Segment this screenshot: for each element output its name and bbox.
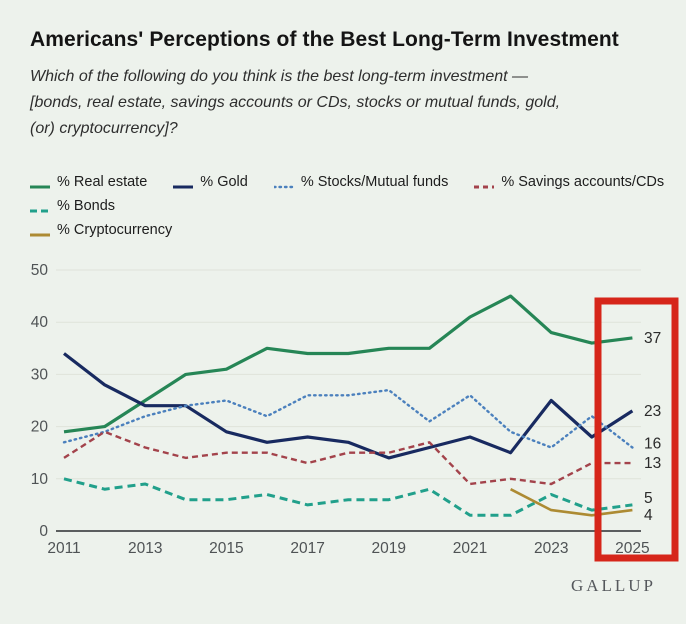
y-tick-label: 0 [39,523,48,540]
series-line-savings-accounts-cds [63,430,633,486]
x-tick-label: 2011 [47,540,80,557]
y-tick-label: 20 [31,419,49,436]
x-tick-label: 2015 [209,540,243,557]
x-tick-label: 2025 [615,540,649,557]
series-line-stocks-mutual-funds [62,388,634,449]
legend-item-stocks: % Stocks/Mutual funds [272,174,449,190]
savings-line-swatch-icon [474,178,495,189]
x-tick-label: 2013 [128,540,162,557]
survey-question-line-3: (or) cryptocurrency]? [30,120,178,137]
series-line-bonds [63,477,633,517]
legend-item-real-estate: % Real estate [30,174,147,190]
y-tick-label: 10 [31,471,49,488]
legend-item-savings: % Savings accounts/CDs [474,174,664,190]
page-title: Americans' Perceptions of the Best Long-… [30,28,619,51]
legend-row-1: % Real estate % Gold % Stocks/Mutual fun… [30,170,670,194]
x-tick-label: 2023 [534,540,568,557]
legend-item-bonds: % Bonds [30,198,115,214]
end-value-label: 13 [644,455,661,472]
legend-label-cryptocurrency: % Cryptocurrency [57,222,173,238]
legend: % Real estate % Gold % Stocks/Mutual fun… [30,170,670,242]
survey-question: Which of the following do you think is t… [30,64,660,142]
x-tick-label: 2017 [290,540,324,557]
legend-label-real-estate: % Real estate [57,174,148,190]
legend-label-stocks: % Stocks/Mutual funds [300,174,449,190]
x-tick-label: 2019 [372,540,406,557]
end-value-label: 4 [644,507,653,524]
end-value-label: 5 [644,490,653,507]
series-line-cryptocurrency [510,488,633,517]
gallup-logo: GALLUP [570,576,656,595]
stocks-line-swatch-icon [272,178,296,189]
end-value-label: 23 [644,403,661,420]
series-line-real-estate [63,294,633,434]
y-tick-label: 40 [31,314,49,331]
survey-question-line-1: Which of the following do you think is t… [30,68,529,85]
series-line-gold [63,352,634,460]
end-value-label: 16 [644,435,661,452]
legend-item-gold: % Gold [173,174,248,190]
bonds-line-swatch-icon [30,202,50,213]
survey-question-line-2: [bonds, real estate, savings accounts or… [30,94,561,111]
cryptocurrency-line-swatch-icon [30,226,50,237]
y-tick-label: 50 [31,262,49,279]
end-value-label: 37 [644,330,661,347]
legend-label-gold: % Gold [200,174,248,190]
legend-item-cryptocurrency: % Cryptocurrency [30,222,172,238]
x-tick-label: 2021 [453,540,487,557]
line-chart-canvas: 0 10 20 30 40 50 2011 2013 2015 2017 2019 2021 2023 2… [31,262,679,562]
legend-row-2: % Bonds [30,194,670,218]
highlight-box-2025 [594,297,679,562]
investment-trend-chart: 0 10 20 30 40 50 2011 2013 2015 2017 2019 2021 2023 2… [0,252,686,574]
gold-line-swatch-icon [173,178,194,189]
y-tick-label: 30 [31,366,49,383]
real-estate-line-swatch-icon [30,178,50,189]
legend-label-bonds: % Bonds [57,198,116,214]
legend-row-3: % Cryptocurrency [30,218,670,242]
legend-label-savings: % Savings accounts/CDs [501,174,665,190]
